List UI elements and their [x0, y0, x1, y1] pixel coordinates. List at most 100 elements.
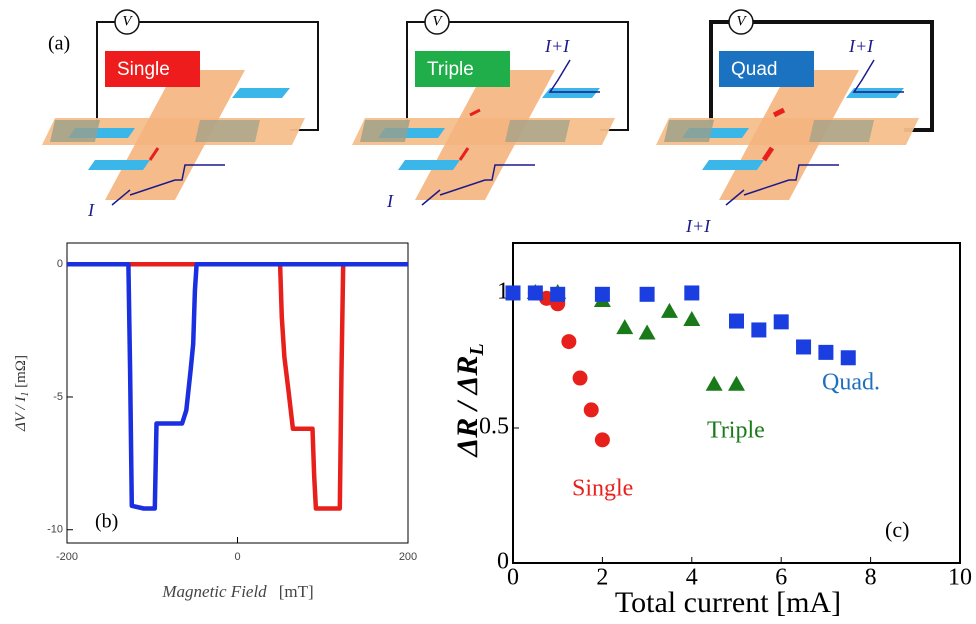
- field-arrow: [469, 108, 481, 117]
- x-tick-label: -200: [56, 551, 78, 563]
- x-axis-label-unit: [mT]: [279, 582, 314, 601]
- x-tick-label: 4: [686, 565, 698, 591]
- data-point: [684, 285, 700, 301]
- x-tick-label: 6: [775, 565, 787, 591]
- voltmeter-label: V: [432, 13, 443, 29]
- contact-pad: [232, 88, 290, 98]
- data-point: [773, 314, 789, 330]
- series-label: Quad.: [822, 370, 880, 396]
- data-point: [660, 302, 678, 318]
- panel-label: (b): [95, 511, 118, 533]
- voltmeter: [114, 9, 140, 35]
- wire: [96, 21, 115, 125]
- data-point: [594, 432, 610, 448]
- current-arrow: [111, 189, 131, 206]
- data-point: [728, 375, 745, 391]
- data-point: [683, 310, 701, 326]
- contact-pad: [195, 120, 260, 142]
- x-axis-label: Magnetic Field [mT]: [161, 582, 313, 601]
- data-line: [67, 261, 408, 511]
- plot-frame: [66, 242, 409, 544]
- x-tick-label: 200: [399, 551, 417, 563]
- series-label: Single: [572, 476, 633, 502]
- data-point: [561, 334, 577, 350]
- device-diagram: V Triple I I+I: [352, 9, 629, 211]
- device-diagram: V Single I: [42, 9, 319, 220]
- plot-frame: [512, 242, 961, 564]
- data-line: [67, 261, 408, 511]
- data-point: [527, 285, 543, 301]
- y-tick-label: 0.5: [479, 413, 509, 439]
- current-lead: [743, 164, 839, 196]
- wire: [753, 20, 934, 132]
- data-point: [818, 344, 834, 360]
- current-lead: [129, 164, 225, 196]
- contact-pad: [398, 160, 460, 170]
- contact-pad: [505, 120, 570, 142]
- contact-pad: [88, 160, 150, 170]
- y-tick-label: -10: [47, 524, 63, 536]
- y-axis-label-sub: L: [466, 343, 488, 356]
- device-diagram: V Quad I+I I+I: [656, 9, 934, 236]
- data-point: [550, 286, 566, 302]
- current-label: I: [386, 191, 394, 211]
- y-axis-label-unit: [mΩ]: [13, 355, 29, 392]
- contact-pad: [542, 88, 600, 98]
- mode-box: [719, 51, 814, 87]
- y-axis-label: ΔR / ΔRL: [451, 343, 488, 457]
- mode-label: Quad: [731, 59, 777, 80]
- voltmeter-label: V: [122, 13, 133, 29]
- y-axis-label-sub: 1: [20, 392, 31, 397]
- current-label: I: [87, 200, 95, 220]
- mode-box: [105, 51, 200, 87]
- y-tick-label: 0: [497, 549, 509, 575]
- current-arrow: [725, 189, 745, 206]
- wire: [709, 20, 729, 125]
- current-lead: [548, 59, 600, 93]
- field-arrow: [148, 147, 160, 161]
- wire: [139, 21, 319, 131]
- data-point: [729, 313, 744, 329]
- field-arrow: [458, 147, 470, 161]
- voltmeter: [424, 9, 450, 35]
- panel-label: (c): [885, 517, 909, 542]
- x-axis-label-name: Magnetic Field: [161, 582, 267, 601]
- mode-label: Single: [117, 59, 170, 80]
- voltmeter: [728, 9, 754, 35]
- current-arrow: [421, 189, 441, 206]
- x-tick-label: 8: [865, 565, 877, 591]
- data-point: [505, 285, 521, 301]
- wire: [449, 21, 629, 131]
- contact-pad: [664, 120, 714, 142]
- data-point: [594, 286, 610, 302]
- x-tick-label: 2: [596, 565, 608, 591]
- voltmeter-label: V: [736, 13, 747, 29]
- data-point: [840, 350, 856, 366]
- contact-pad: [360, 120, 410, 142]
- data-point: [705, 375, 723, 391]
- x-tick-label: 0: [234, 551, 240, 563]
- y-axis-label-main: ΔR / ΔR: [451, 356, 484, 458]
- x-axis-label: Total current [mA]: [615, 586, 841, 619]
- wire: [406, 21, 425, 125]
- data-point: [572, 370, 588, 386]
- current-label: I+I: [685, 216, 711, 236]
- contact-pad: [50, 120, 100, 142]
- y-tick-label: 0: [57, 258, 63, 270]
- series-label: Triple: [707, 418, 765, 444]
- contact-pad: [702, 160, 764, 170]
- current-label: I+I: [544, 36, 570, 56]
- panel-label: (a): [48, 33, 70, 55]
- current-lead: [852, 59, 904, 93]
- current-lead: [439, 164, 535, 196]
- current-label: I+I: [848, 36, 874, 56]
- data-point: [639, 286, 655, 302]
- data-point: [616, 319, 634, 335]
- field-arrow: [772, 107, 786, 118]
- contact-pad: [809, 120, 874, 142]
- x-tick-label: 0: [507, 565, 519, 591]
- mode-label: Triple: [427, 59, 474, 80]
- data-point: [583, 402, 599, 418]
- mode-box: [415, 51, 510, 87]
